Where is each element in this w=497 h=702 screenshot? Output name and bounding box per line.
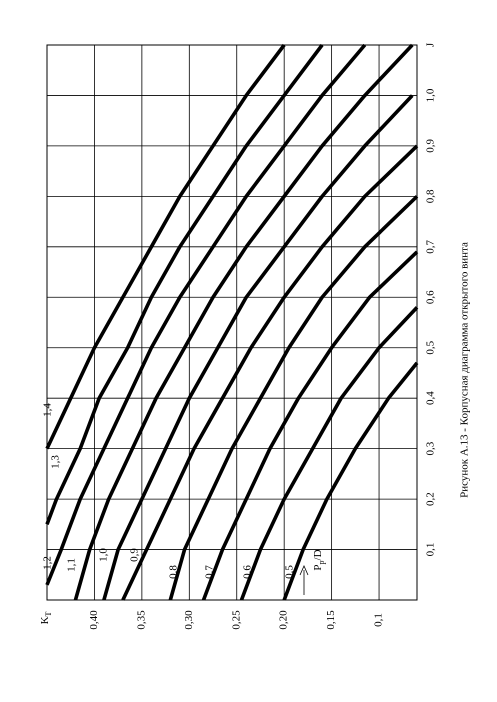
x-tick-label: 0,8 — [425, 189, 437, 203]
y-tick-label: 0,1 — [373, 613, 385, 627]
annotation: Pp/D — [312, 549, 326, 570]
x-tick-label: 0,2 — [425, 492, 437, 506]
x-tick-label: 0,3 — [425, 441, 437, 455]
annotation-tail: /D — [312, 549, 324, 560]
x-tick-label: 0,6 — [425, 290, 437, 304]
curve-label: 0,6 — [242, 565, 254, 579]
curve — [282, 361, 419, 601]
annotation-sub: p — [317, 560, 326, 564]
x-tick-label: 1,0 — [425, 88, 437, 102]
curve — [45, 43, 286, 450]
x-tick-label: 0,9 — [425, 139, 437, 153]
curve — [73, 43, 414, 601]
curve-label: 0,5 — [284, 565, 296, 579]
curve-label: 0,8 — [168, 565, 180, 579]
y-tick-label: 0,35 — [135, 610, 147, 630]
y-axis-label-sub: T — [44, 611, 53, 616]
curve-label: 0,9 — [129, 548, 141, 562]
y-tick-label: 0,30 — [183, 610, 195, 630]
x-axis-label: J — [425, 42, 437, 47]
curve — [45, 43, 324, 525]
curve-label: 1,2 — [42, 556, 54, 570]
x-tick-label: 0,1 — [425, 543, 437, 557]
curve — [201, 250, 419, 601]
y-tick-label: 0,15 — [325, 610, 337, 630]
caption: Рисунок А.13 - Корпусная диаграмма откры… — [459, 242, 471, 498]
curve — [102, 94, 414, 601]
plot-frame — [46, 44, 418, 601]
y-tick-label: 0,20 — [278, 610, 290, 630]
annotation-arrowhead — [299, 565, 309, 576]
curve-label: 1,4 — [42, 403, 54, 417]
annotation-main: P — [312, 564, 324, 570]
curve-label: 1,0 — [98, 548, 110, 562]
y-axis-label-main: K — [39, 616, 51, 624]
curve — [168, 195, 419, 601]
curve — [239, 306, 419, 601]
curve-label: 1,3 — [50, 455, 62, 469]
x-tick-label: 0,4 — [425, 391, 437, 405]
y-tick-label: 0,25 — [230, 610, 242, 630]
y-tick-label: 0,40 — [88, 610, 100, 630]
curve-label: 1,1 — [66, 558, 78, 572]
curve-label: 0,7 — [204, 565, 216, 579]
curve — [45, 43, 367, 586]
x-tick-label: 0,5 — [425, 340, 437, 354]
y-axis-label: KT — [39, 611, 53, 624]
curve — [121, 144, 419, 601]
x-tick-label: 0,7 — [425, 239, 437, 253]
